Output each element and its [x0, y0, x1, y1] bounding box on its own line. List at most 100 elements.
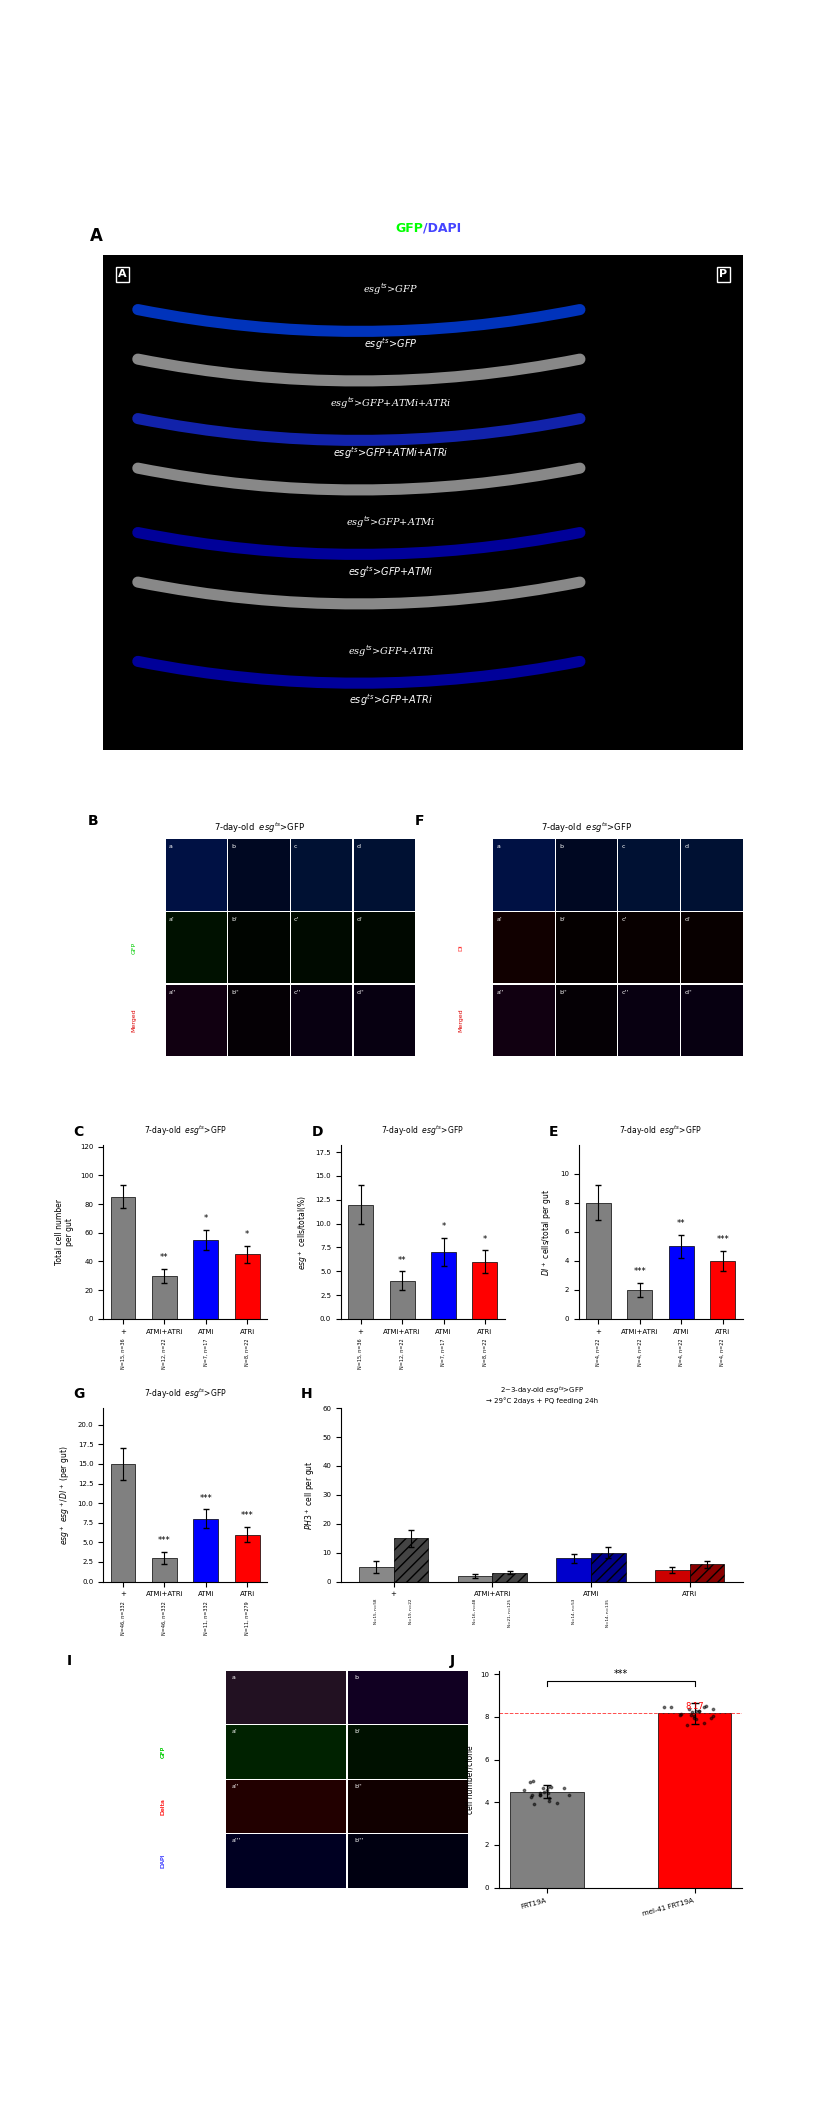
Point	[526, 1777, 539, 1811]
Bar	[655, 1570, 690, 1582]
FancyArrowPatch shape	[138, 469, 580, 490]
Text: b'': b''	[354, 1784, 362, 1788]
Text: Merged: Merged	[459, 1010, 464, 1033]
Text: a: a	[232, 1676, 236, 1680]
Point	[517, 1773, 530, 1807]
Y-axis label: cell number/clone: cell number/clone	[465, 1746, 474, 1813]
Text: b': b'	[559, 916, 565, 923]
Point	[525, 1780, 538, 1813]
Bar	[152, 1277, 177, 1319]
Point	[689, 1701, 702, 1735]
Bar	[473, 1262, 497, 1319]
Text: N=7, n=17: N=7, n=17	[203, 1338, 208, 1366]
Text: ATRi: ATRi	[705, 914, 719, 921]
Text: $esg^{ts}$>GFP: $esg^{ts}$>GFP	[364, 335, 417, 352]
Bar	[458, 1576, 493, 1582]
Text: b: b	[354, 1676, 358, 1680]
Text: A: A	[91, 227, 103, 244]
Text: *: *	[483, 1234, 487, 1243]
Text: esg$^{ts}$>GFP: esg$^{ts}$>GFP	[363, 282, 418, 297]
Text: H: H	[300, 1387, 313, 1402]
Point	[682, 1693, 695, 1726]
Text: b'': b''	[559, 991, 567, 995]
Point	[543, 1784, 556, 1818]
Text: Delta: Delta	[161, 1799, 166, 1816]
Text: **: **	[160, 1254, 168, 1262]
Text: E: E	[549, 1124, 559, 1139]
Text: N=19, n=22: N=19, n=22	[409, 1599, 412, 1625]
Y-axis label: $Dl^+$ cells/total per gut: $Dl^+$ cells/total per gut	[540, 1188, 554, 1275]
Bar	[431, 1251, 456, 1319]
Point	[704, 1701, 717, 1735]
Text: $esg^{ts}$>GFP+ATMi+ATRi: $esg^{ts}$>GFP+ATMi+ATRi	[333, 445, 449, 460]
Text: N=15, n=36: N=15, n=36	[120, 1338, 125, 1370]
Text: esg$^{ts}$>GFP+ATMi: esg$^{ts}$>GFP+ATMi	[346, 513, 436, 530]
Point	[543, 1782, 556, 1816]
Text: c'': c''	[621, 991, 629, 995]
Text: N=8, n=22: N=8, n=22	[483, 1338, 488, 1366]
Text: 8.17: 8.17	[686, 1703, 704, 1712]
Bar	[493, 1574, 527, 1582]
Point	[664, 1690, 677, 1724]
Point	[540, 1773, 554, 1807]
Text: $esg^{ts}$>GFP+ATRi: $esg^{ts}$>GFP+ATRi	[349, 694, 432, 708]
Text: **: **	[677, 1220, 686, 1228]
Bar	[669, 1247, 694, 1319]
Text: +: +	[521, 914, 527, 921]
Point	[700, 1690, 713, 1724]
Point	[689, 1695, 702, 1729]
Text: ***: ***	[241, 1510, 253, 1521]
Bar	[394, 1538, 428, 1582]
Y-axis label: $PH3^+$ cell per gut: $PH3^+$ cell per gut	[303, 1459, 317, 1529]
Bar	[359, 1567, 394, 1582]
Point	[558, 1771, 571, 1805]
FancyArrowPatch shape	[138, 358, 580, 382]
Text: ***: ***	[614, 1669, 628, 1680]
Text: N=14, n=53: N=14, n=53	[572, 1599, 576, 1625]
Text: N=12, n=22: N=12, n=22	[399, 1338, 404, 1370]
Point	[528, 1786, 541, 1820]
Text: a'': a''	[497, 991, 504, 995]
Text: GFP: GFP	[161, 1746, 166, 1758]
Text: c': c'	[621, 916, 627, 923]
Point	[562, 1777, 575, 1811]
Title: 7-day-old  $esg^{ts}$>GFP: 7-day-old $esg^{ts}$>GFP	[619, 1124, 702, 1139]
Text: N=46, n=332: N=46, n=332	[120, 1601, 125, 1635]
Text: N=12, n=22: N=12, n=22	[162, 1338, 167, 1370]
Text: J: J	[450, 1654, 455, 1667]
Text: b': b'	[354, 1729, 361, 1735]
Bar	[111, 1463, 135, 1582]
Point	[675, 1697, 688, 1731]
Text: N=11, n=332: N=11, n=332	[203, 1601, 208, 1635]
Text: b''': b'''	[354, 1839, 364, 1843]
Text: c': c'	[294, 916, 299, 923]
Point	[538, 1775, 551, 1809]
Text: a': a'	[497, 916, 502, 923]
Text: N=8, n=22: N=8, n=22	[245, 1338, 250, 1366]
Text: Dl: Dl	[459, 944, 464, 950]
Text: GFP: GFP	[161, 1746, 166, 1758]
Y-axis label: Total cell number
per gut: Total cell number per gut	[55, 1198, 74, 1264]
Point	[533, 1777, 546, 1811]
Text: /DAPI: /DAPI	[422, 223, 461, 235]
Point	[685, 1699, 698, 1733]
Text: b'': b''	[232, 991, 239, 995]
Text: a: a	[169, 844, 172, 848]
Text: D: D	[311, 1124, 323, 1139]
FancyArrowPatch shape	[138, 662, 580, 683]
Text: 7-day-old  $esg^{ts}$>GFP: 7-day-old $esg^{ts}$>GFP	[541, 821, 632, 836]
Y-axis label: $esg^+$ cells/total(%): $esg^+$ cells/total(%)	[296, 1194, 310, 1270]
Bar	[235, 1254, 260, 1319]
Text: Merged: Merged	[161, 1686, 166, 1710]
Point	[674, 1699, 687, 1733]
Point	[692, 1695, 705, 1729]
FancyArrowPatch shape	[138, 532, 580, 554]
Text: +: +	[194, 914, 200, 921]
Text: N=16, n=48: N=16, n=48	[473, 1599, 477, 1625]
Bar	[111, 1196, 135, 1319]
Text: b: b	[559, 844, 563, 848]
Point	[706, 1693, 719, 1726]
Point	[697, 1705, 710, 1739]
Text: DAPI: DAPI	[161, 1854, 166, 1869]
Text: *: *	[441, 1222, 446, 1230]
